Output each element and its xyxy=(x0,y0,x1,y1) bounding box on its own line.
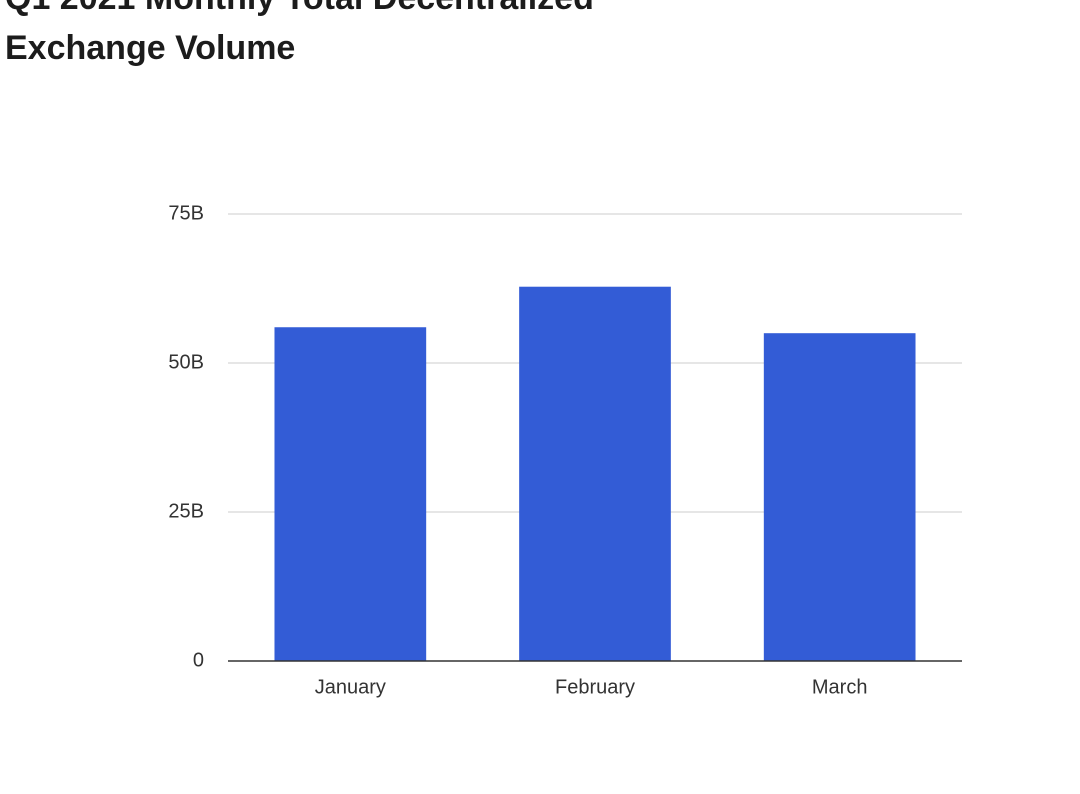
bar xyxy=(519,286,671,661)
x-tick-label: January xyxy=(315,676,386,698)
y-tick-label: 25B xyxy=(168,500,204,522)
x-tick-label: March xyxy=(812,676,868,698)
y-tick-label: 0 xyxy=(193,649,204,671)
y-tick-label: 50B xyxy=(168,351,204,373)
bar xyxy=(274,327,427,661)
chart-title: Q1 2021 Monthly Total Decentralized Exch… xyxy=(5,0,594,67)
x-tick-label: February xyxy=(555,676,635,698)
bar xyxy=(763,333,916,661)
y-tick-label: 75B xyxy=(168,202,204,224)
